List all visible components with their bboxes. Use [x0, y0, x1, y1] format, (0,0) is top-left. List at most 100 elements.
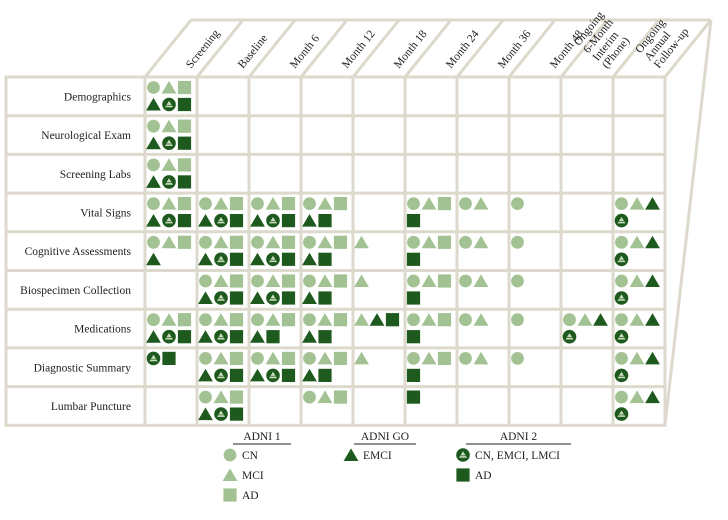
- row-label: Screening Labs: [60, 169, 132, 181]
- schedule-cell: [250, 197, 296, 228]
- cn-circle-marker: [251, 235, 264, 249]
- emci-triangle-marker: [343, 448, 359, 461]
- ad-square-marker: [223, 488, 237, 502]
- mci-triangle-marker: [354, 313, 369, 326]
- emci-triangle-marker: [645, 351, 660, 365]
- schedule-cell: [302, 274, 348, 305]
- schedule-cell: [198, 197, 244, 228]
- adni2-circle-badge-marker: [456, 448, 470, 462]
- adni2-circle-badge-marker: [214, 252, 228, 267]
- legend-item: MCI: [222, 468, 264, 482]
- emci-triangle-marker: [302, 214, 317, 227]
- mci-triangle-marker: [265, 313, 281, 326]
- adni2-circle-badge-marker: [162, 213, 176, 228]
- table-row: Lumbar Puncture: [51, 390, 660, 421]
- mci-triangle-marker: [629, 274, 645, 287]
- cn-circle-marker: [615, 390, 628, 404]
- cn-circle-marker: [615, 235, 628, 249]
- schedule-cell: [406, 197, 452, 228]
- header-slant-line: [299, 19, 349, 78]
- adni2-circle-badge-marker: [162, 175, 176, 189]
- table-row: Vital Signs: [80, 197, 660, 228]
- mci-triangle-marker: [421, 274, 437, 287]
- cn-circle-marker: [147, 158, 160, 172]
- ad-square-marker: [177, 158, 192, 172]
- adni2-ad-square-marker: [229, 291, 244, 305]
- cn-circle-marker: [199, 235, 212, 249]
- column-header: Screening: [184, 27, 222, 71]
- adni2-circle-badge-marker: [614, 368, 629, 383]
- emci-triangle-marker: [146, 97, 161, 111]
- adni2-ad-square-marker: [385, 313, 400, 327]
- header-slant-line: [663, 19, 713, 426]
- schedule-cell: [354, 313, 400, 327]
- schedule-cell: [406, 351, 452, 382]
- emci-triangle-marker: [302, 252, 317, 266]
- legend-item: AD: [223, 488, 259, 502]
- adni2-circle-badge-marker: [146, 351, 161, 366]
- adni2-ad-square-marker: [281, 368, 296, 382]
- adni2-circle-badge-marker: [214, 291, 228, 305]
- mci-triangle-marker: [421, 235, 437, 249]
- emci-triangle-marker: [593, 313, 608, 326]
- mci-triangle-marker: [577, 313, 593, 326]
- ad-square-marker: [281, 313, 296, 327]
- mci-triangle-marker: [629, 235, 645, 249]
- cn-circle-marker: [615, 313, 628, 327]
- schedule-cell: [302, 235, 348, 266]
- emci-triangle-marker: [146, 136, 161, 150]
- mci-triangle-marker: [473, 351, 489, 365]
- legend-item-label: AD: [242, 490, 259, 502]
- cn-circle-marker: [511, 313, 524, 327]
- cn-circle-marker: [615, 352, 628, 365]
- mci-triangle-marker: [317, 390, 333, 404]
- adni2-ad-square-marker: [406, 368, 421, 382]
- cn-circle-marker: [407, 313, 420, 327]
- header-slant-line: [663, 19, 713, 78]
- schedule-cell: [406, 274, 452, 305]
- emci-triangle-marker: [146, 175, 161, 188]
- adni2-circle-badge-marker: [162, 329, 176, 344]
- table-row: Demographics: [64, 80, 192, 112]
- grid-lines: [4, 18, 713, 427]
- mci-triangle-marker: [265, 235, 281, 249]
- emci-triangle-marker: [198, 291, 213, 304]
- ad-square-marker: [333, 235, 348, 249]
- emci-triangle-marker: [250, 252, 265, 266]
- emci-triangle-marker: [198, 407, 213, 421]
- mci-triangle-marker: [354, 351, 369, 365]
- cn-circle-marker: [303, 197, 316, 211]
- cn-circle-marker: [303, 390, 316, 404]
- adni2-ad-square-marker: [266, 330, 280, 344]
- schedule-cell: [146, 158, 192, 189]
- legend-item-label: MCI: [242, 470, 264, 482]
- ad-square-marker: [229, 235, 244, 249]
- schedule-cell: [198, 390, 244, 421]
- mci-triangle-marker: [265, 274, 281, 287]
- adni2-ad-square-marker: [318, 368, 332, 382]
- cn-circle-marker: [459, 274, 472, 288]
- schedule-cell: [614, 351, 660, 383]
- ad-square-marker: [229, 390, 244, 404]
- schedule-cell: [198, 235, 244, 267]
- legend-item: AD: [456, 468, 492, 482]
- ad-square-marker: [333, 390, 348, 404]
- schedule-cell: [354, 351, 369, 365]
- cn-circle-marker: [303, 313, 316, 327]
- header-slant-line: [559, 19, 609, 78]
- row-label: Lumbar Puncture: [51, 401, 131, 413]
- mci-triangle-marker: [213, 390, 229, 404]
- adni2-circle-badge-marker: [266, 291, 280, 305]
- legend-group: ADNI GO EMCI: [343, 431, 416, 462]
- schedule-cell: [614, 313, 660, 344]
- schedule-cell: [302, 313, 348, 344]
- adni2-ad-square-marker: [229, 407, 244, 421]
- row-label: Biospecimen Collection: [20, 285, 131, 297]
- legend-group-title: ADNI 1: [243, 431, 281, 443]
- ad-square-marker: [437, 351, 452, 365]
- legend-item-label: AD: [475, 470, 492, 482]
- mci-triangle-marker: [317, 313, 333, 326]
- adni2-circle-badge-marker: [614, 329, 629, 344]
- schedule-cell: [198, 313, 244, 344]
- adni2-circle-badge-marker: [614, 213, 629, 228]
